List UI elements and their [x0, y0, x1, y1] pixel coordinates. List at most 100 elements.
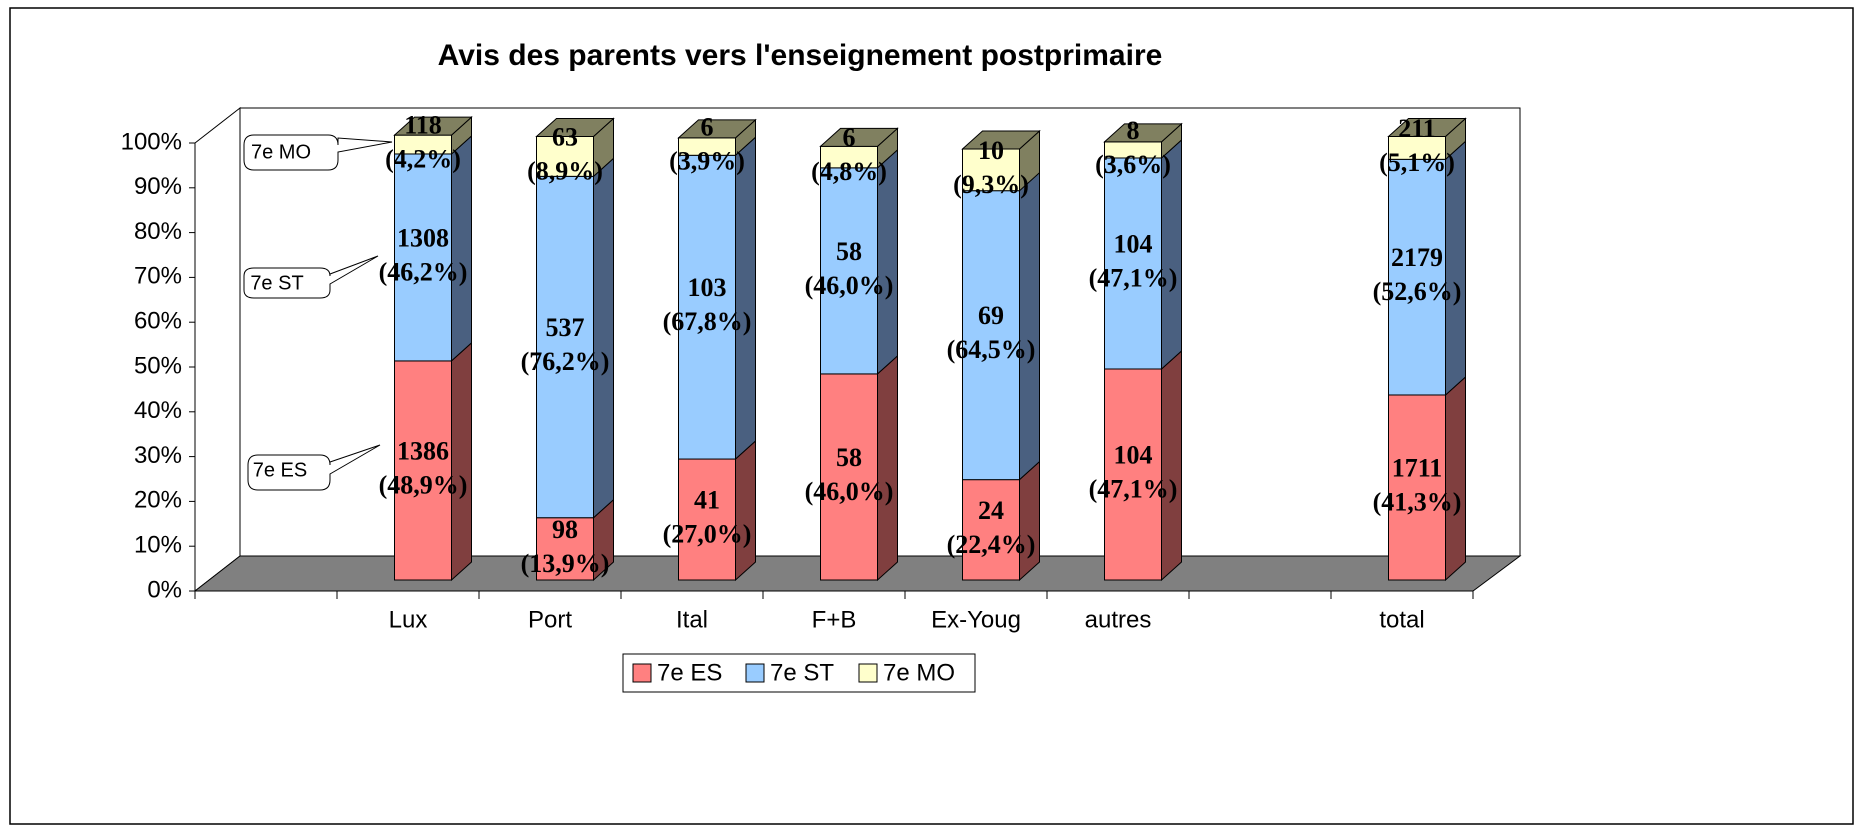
y-tick-label: 50% — [134, 352, 182, 379]
bar-side — [593, 157, 614, 519]
callout-box — [243, 134, 393, 171]
value-label: (27,0%) — [663, 519, 752, 548]
legend-label: 7e MO — [883, 659, 955, 686]
callout-box — [247, 444, 381, 491]
value-label: (3,6%) — [1095, 150, 1171, 179]
value-label: (5,1%) — [1379, 148, 1455, 177]
value-label: (22,4%) — [947, 530, 1036, 559]
value-label: (46,0%) — [805, 477, 894, 506]
value-label: 69 — [978, 301, 1004, 330]
bar-side — [1445, 140, 1466, 397]
bar-top — [677, 119, 757, 139]
bar-top — [535, 117, 615, 137]
bar-side — [735, 439, 756, 582]
y-tick-label: 80% — [134, 218, 182, 245]
callout-box — [243, 255, 379, 299]
value-label: 118 — [404, 111, 442, 140]
value-label: 1711 — [1392, 453, 1443, 482]
value-label: 1308 — [397, 223, 449, 252]
value-label: 103 — [688, 273, 727, 302]
x-tick-label: F+B — [812, 606, 857, 633]
bar-segment — [678, 154, 736, 460]
bar-top — [819, 127, 899, 147]
y-tick-label: 0% — [147, 576, 182, 603]
y-tick-label: 10% — [134, 532, 182, 559]
bar-segment — [536, 135, 594, 177]
legend — [622, 653, 976, 693]
value-label: 8 — [1127, 116, 1140, 145]
y-tick-label: 30% — [134, 442, 182, 469]
legend-swatch — [858, 663, 878, 683]
bar-top — [393, 116, 473, 136]
bar-segment — [820, 373, 878, 581]
legend-swatch — [745, 663, 765, 683]
callout: 7e ST — [243, 255, 379, 299]
y-tick-label: 70% — [134, 263, 182, 290]
legend-swatch — [632, 663, 652, 683]
value-label: (8,9%) — [527, 156, 603, 185]
bar-top — [1103, 123, 1183, 143]
value-label: (64,5%) — [947, 335, 1036, 364]
value-label: (13,9%) — [521, 549, 610, 578]
value-label: 10 — [978, 136, 1004, 165]
value-label: 98 — [552, 515, 578, 544]
bar-segment — [678, 458, 736, 581]
side-wall — [194, 106, 241, 593]
value-label: (76,2%) — [521, 347, 610, 376]
legend-items: 7e ES 7e ST 7e MO — [632, 659, 955, 686]
value-label: 58 — [836, 237, 862, 266]
value-label: 537 — [546, 313, 585, 342]
value-label: 1386 — [397, 436, 449, 465]
x-tick-label: Port — [528, 606, 572, 633]
bar-side — [877, 354, 898, 582]
y-tick-label: 90% — [134, 173, 182, 200]
bar-segment — [536, 517, 594, 581]
bar-segment — [1104, 157, 1162, 370]
chart-title: Avis des parents vers l'enseignement pos… — [438, 39, 1163, 72]
value-label: (52,6%) — [1373, 277, 1462, 306]
value-label: (48,9%) — [379, 470, 468, 499]
y-tick-label: 40% — [134, 397, 182, 424]
bar-segment — [962, 148, 1020, 192]
bar-side — [1161, 349, 1182, 582]
bar-segment — [394, 153, 452, 362]
bar-segment — [394, 360, 452, 581]
x-tick-label: Ital — [676, 606, 708, 633]
bar-top — [961, 130, 1041, 150]
value-label: (46,2%) — [379, 257, 468, 286]
bar-segment — [536, 175, 594, 519]
x-tick-label: total — [1379, 606, 1424, 633]
callout-text: 7e ES — [253, 459, 307, 481]
bar-side — [1019, 460, 1040, 582]
callout-text: 7e MO — [251, 141, 311, 163]
callout: 7e MO — [243, 134, 393, 171]
value-label: (3,9%) — [669, 147, 745, 176]
value-label: (9,3%) — [953, 170, 1029, 199]
bars — [393, 116, 1467, 582]
value-label: 6 — [701, 113, 714, 142]
value-label: 6 — [843, 123, 856, 152]
value-label: (47,1%) — [1089, 263, 1178, 292]
x-tick-label: autres — [1085, 606, 1152, 633]
value-label: 24 — [978, 496, 1004, 525]
value-label: 41 — [694, 485, 720, 514]
bar-side — [1019, 171, 1040, 481]
value-label: 58 — [836, 443, 862, 472]
bar-side — [1445, 375, 1466, 582]
value-label: 104 — [1114, 229, 1153, 258]
y-tick-label: 20% — [134, 487, 182, 514]
legend-label: 7e ES — [657, 659, 722, 686]
callout-text: 7e ST — [250, 272, 303, 294]
value-label: (46,0%) — [805, 271, 894, 300]
bar-segment — [962, 479, 1020, 581]
y-tick-label: 100% — [121, 128, 182, 155]
value-label: 104 — [1114, 440, 1153, 469]
value-label: (4,8%) — [811, 157, 887, 186]
value-label: (41,3%) — [1373, 487, 1462, 516]
bar-segment — [1104, 368, 1162, 581]
bar-segment — [962, 190, 1020, 481]
legend-label: 7e ST — [770, 659, 834, 686]
bar-side — [451, 341, 472, 582]
value-label: 63 — [552, 122, 578, 151]
